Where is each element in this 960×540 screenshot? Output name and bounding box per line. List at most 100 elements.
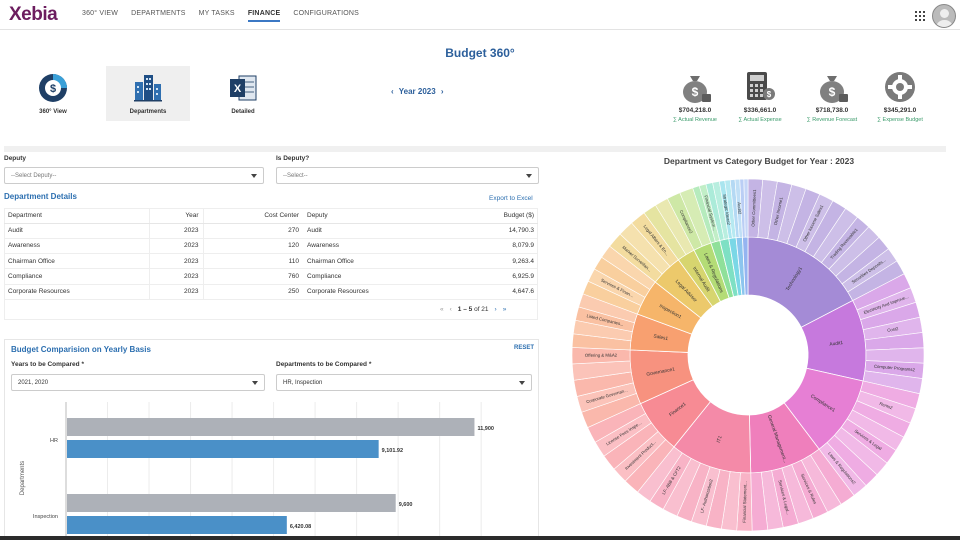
kpi-value: $345,291.0 [883,107,917,114]
nav-item-configurations[interactable]: CONFIGURATIONS [293,10,359,17]
nav-item-departments[interactable]: DEPARTMENTS [131,10,186,17]
bar-mark[interactable] [67,418,475,436]
table-cell: 270 [203,223,303,239]
sunburst-outer-label: Offering & M&A2 [585,353,618,358]
svg-text:$: $ [692,85,699,99]
gear-icon [885,72,915,102]
sunburst-outer-label: Rents2 [879,401,894,411]
next-year-icon[interactable]: › [440,87,444,96]
kpi-value: $336,661.0 [743,107,777,114]
kpi-label: ∑ Expense Budget [877,117,923,123]
table-cell: Chairman Office [4,253,150,270]
view-card-360[interactable]: $ 360° View [11,66,95,121]
column-header[interactable]: Department [4,208,150,224]
svg-text:$: $ [767,90,772,99]
sunburst-outer-segment[interactable] [743,178,749,238]
bar-mark[interactable] [67,516,287,534]
chevron-down-icon [526,174,532,178]
y-axis-label: Departments [20,461,26,495]
bar-data-label: 9,600 [399,502,413,508]
sunburst-inner-label: Sales1 [653,333,669,342]
table-cell: 120 [203,238,303,255]
export-to-excel-link[interactable]: Export to Excel [489,195,533,202]
departments-compared-select[interactable]: HR, Inspection [276,374,532,391]
table-cell: Audit [4,223,150,239]
is-deputy-label: Is Deputy? [276,155,310,162]
view-card-label: Departments [129,109,167,115]
category-tick-label: Inspection [33,514,58,520]
budget-comparison-chart: Departments HR 11,900 9,101.92 Inspection 9,6… [20,402,494,538]
bar-data-label: 11,900 [477,426,494,432]
table-row[interactable]: Awareness 2023 120 Awareness 8,079.9 [4,238,538,255]
table-cell: Compliance [4,268,150,285]
prev-year-icon[interactable]: ‹ [391,87,394,96]
years-compared-select[interactable]: 2021, 2020 [11,374,265,391]
bar-mark[interactable] [67,440,379,458]
xebia-logo[interactable]: Xebia [9,4,58,25]
reset-button[interactable]: RESET [514,345,535,351]
page-total: of 21 [474,306,489,313]
kpi-actual-revenue: $ $704,218.0 ∑ Actual Revenue [665,70,725,124]
sunburst-center [688,295,808,415]
money-bag-icon: $ [683,76,711,103]
is-deputy-select[interactable]: --Select-- [276,167,539,184]
table-cell: 110 [203,253,303,270]
nav-item-360-view[interactable]: 360° VIEW [82,10,119,17]
table-cell: 6,925.9 [454,268,538,285]
years-compared-value: 2021, 2020 [18,380,49,386]
table-cell: 250 [203,284,303,300]
table-row[interactable]: Audit 2023 270 Audit 14,790.3 [4,223,538,239]
table-cell: 4,647.6 [454,284,538,300]
table-cell: Corporate Resources [303,284,455,300]
department-details-title: Department Details [4,192,77,201]
kpi-actual-expense: $ $336,661.0 ∑ Actual Expense [730,70,790,124]
table-cell: Corporate Resources [4,284,150,300]
budget-comparison-title: Budget Comparision on Yearly Basis [11,345,151,354]
apps-grid-icon[interactable] [915,11,925,21]
table-row[interactable]: Compliance 2023 760 Compliance 6,925.9 [4,268,538,285]
deputy-select[interactable]: --Select Deputy-- [4,167,264,184]
svg-text:$: $ [50,83,56,95]
view-card-label: 360° View [39,109,67,115]
last-page-icon[interactable]: » [502,306,507,313]
sunburst-outer-label: Computer Programs2 [874,364,916,373]
table-row[interactable]: Chairman Office 2023 110 Chairman Office 9,2… [4,253,538,270]
first-page-icon[interactable]: « [440,306,444,313]
sunburst-outer-label: Financial Statement... [742,481,748,523]
column-header[interactable]: Cost Center [203,208,303,224]
next-page-icon[interactable]: › [494,306,497,313]
years-compared-label: Years to be Compared * [11,361,84,368]
page-range: 1 – 5 [457,306,473,313]
sunburst-outer-label: Other Income1 [773,196,784,225]
table-cell: Awareness [303,238,455,255]
nav-item-finance[interactable]: FINANCE [247,10,281,22]
column-header[interactable]: Deputy [303,208,455,224]
table-row[interactable]: Corporate Resources 2023 250 Corporate Reso… [4,284,538,300]
svg-text:$: $ [829,85,836,99]
column-header[interactable]: Year [149,208,204,224]
kpi-label: ∑ Actual Revenue [673,117,717,123]
table-cell: 2023 [149,223,204,239]
excel-icon: X [230,75,257,101]
view-card-departments[interactable]: Departments [106,66,190,121]
view-card-detailed[interactable]: X Detailed [201,66,285,121]
kpi-value: $718,738.0 [815,107,849,114]
column-header[interactable]: Budget ($) [454,208,538,224]
table-pager: « ‹ 1 – 5 of 21 › » [440,306,506,313]
deputy-select-value: --Select Deputy-- [11,173,57,179]
prev-page-icon[interactable]: ‹ [449,306,452,313]
bar-data-label: 6,420.08 [290,524,311,530]
top-navbar: Xebia 360° VIEW DEPARTMENTS MY TASKS FIN… [0,0,960,30]
bar-mark[interactable] [67,494,396,512]
nav-item-my-tasks[interactable]: MY TASKS [198,10,235,17]
money-bag-icon: $ [820,76,848,103]
sunburst-outer-label: Cost2 [887,326,900,333]
sunburst-outer-label: Other Committees1 [751,189,758,227]
year-selector: ‹ Year 2023 › [388,87,447,96]
dollar-pie-icon: $ [39,74,67,102]
departments-compared-label: Departments to be Compared * [276,361,372,368]
kpi-label: ∑ Revenue Forecast [806,117,858,123]
user-avatar-icon[interactable] [932,4,956,28]
table-cell: 8,079.9 [454,238,538,255]
